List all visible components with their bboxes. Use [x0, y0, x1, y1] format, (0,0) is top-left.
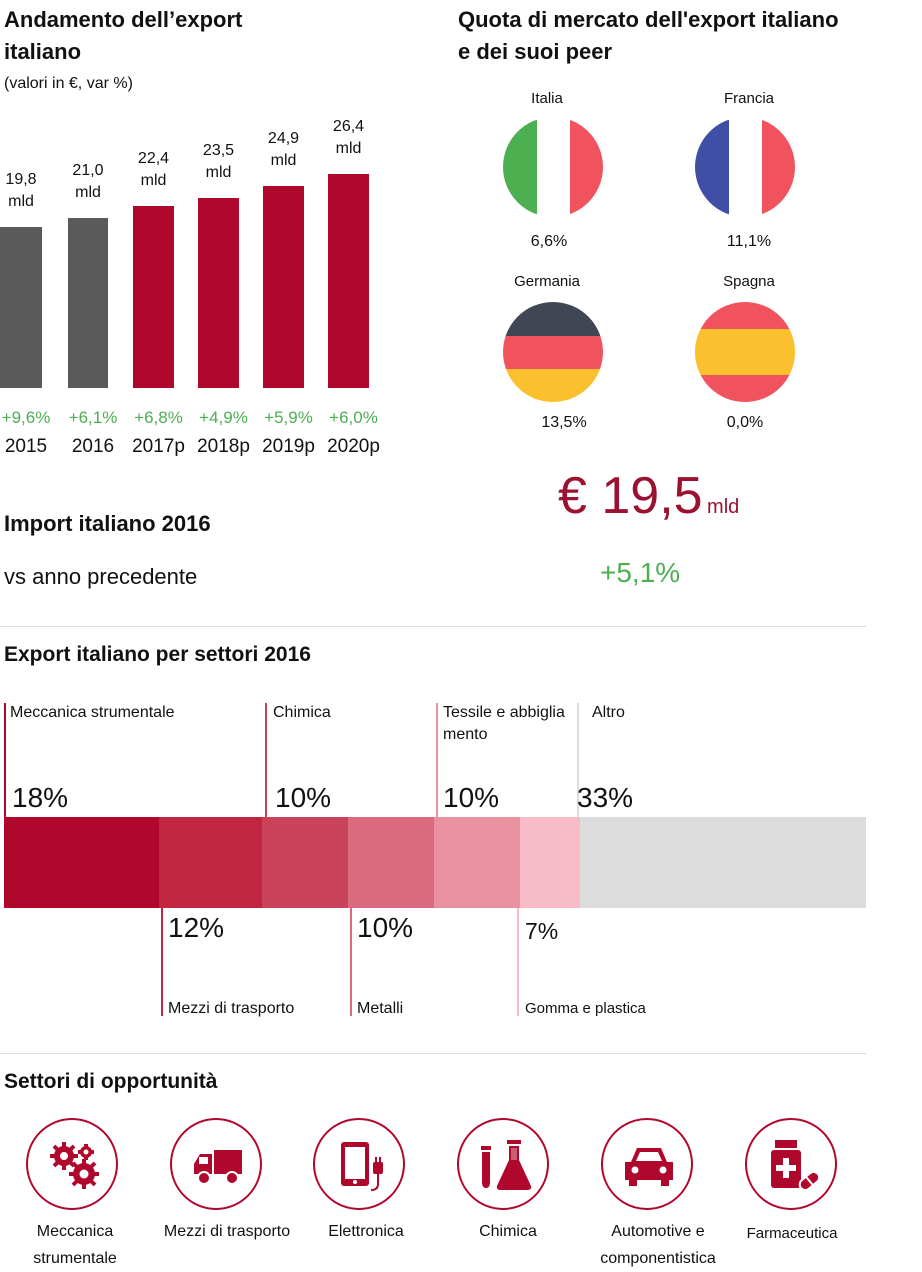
export-growth-label: +4,9%: [199, 408, 248, 427]
export-value-label: 22,4 mld: [137, 150, 170, 189]
sector-pct-metalli: 10%: [357, 912, 414, 943]
sector-segment: [580, 817, 866, 908]
opportunity-elettronica: [313, 1118, 405, 1210]
sector-leader-line: [4, 703, 6, 817]
import-vs-label: vs anno precedente: [4, 564, 198, 589]
export-year-label: 2016: [71, 436, 115, 457]
germany-flag-icon: [503, 302, 603, 402]
sector-pct-meccanica: 18%: [12, 782, 69, 813]
sector-label-altro: Altro: [592, 704, 625, 721]
sector-leader-line: [350, 908, 352, 1016]
flask-icon: [481, 1140, 532, 1190]
export-bar-2016: [68, 218, 108, 388]
country-label-spagna: Spagna: [723, 273, 775, 290]
italy-flag-icon: [503, 117, 603, 217]
divider: [0, 1053, 866, 1054]
sector-label-metalli: Metalli: [357, 1000, 404, 1017]
sector-pct-tessile: 10%: [443, 782, 500, 813]
country-label-francia: Francia: [723, 90, 775, 107]
opportunity-chimica: [457, 1118, 549, 1210]
export-growth-label: +6,1%: [68, 408, 118, 427]
share-value-francia: 11,1%: [726, 233, 772, 250]
sector-leader-line: [517, 908, 519, 1016]
country-label-italia: Italia: [531, 90, 563, 107]
sector-label-mezzi: Mezzi di trasporto: [168, 1000, 295, 1017]
import-change: +5,1%: [600, 557, 681, 588]
opportunities-title: Settori di opportunità: [4, 1070, 218, 1093]
opportunity-label-chimica: Chimica: [479, 1223, 537, 1240]
market-share-title: Quota di mercato dell'export italiano e …: [458, 7, 839, 64]
gears-icon: [50, 1142, 99, 1189]
export-subtitle: (valori in €, var %): [4, 75, 133, 92]
opportunity-label-farmaceutica: Farmaceutica: [746, 1225, 838, 1242]
opportunity-meccanica: [26, 1118, 118, 1210]
sector-leader-line: [265, 703, 267, 817]
export-value-label: 19,8 mld: [5, 171, 37, 210]
sector-leader-line: [577, 703, 579, 817]
opportunity-label-automotive: Automotive e componentistica: [600, 1223, 716, 1267]
export-value-label: 23,5 mld: [202, 142, 235, 181]
export-value-label: 21,0 mld: [72, 162, 104, 201]
opportunity-farmaceutica: [745, 1118, 837, 1210]
medicine-icon: [771, 1140, 821, 1192]
opportunity-label-mezzi: Mezzi di trasporto: [163, 1223, 291, 1240]
sector-segment: [348, 817, 434, 908]
import-value: € 19,5 mld: [558, 467, 740, 525]
export-value-label: 24,9 mld: [267, 130, 300, 169]
sector-segment: [520, 817, 580, 908]
sector-segment: [262, 817, 348, 908]
export-bar-2015: [0, 227, 42, 388]
export-year-label: 2018p: [197, 436, 250, 457]
opportunity-label-meccanica: Meccanica strumentale: [33, 1223, 117, 1267]
share-value-germania: 13,5%: [541, 414, 587, 431]
export-growth-label: +6,8%: [134, 408, 183, 427]
export-title: Andamento dell’export italiano: [4, 7, 243, 64]
spain-flag-icon: [695, 302, 795, 402]
sector-pct-altro: 33%: [577, 782, 634, 813]
france-flag-icon: [695, 117, 795, 217]
sector-segment: [434, 817, 520, 908]
export-year-label: 2017p: [132, 436, 185, 457]
export-year-label: 2020p: [327, 436, 380, 457]
sector-pct-mezzi: 12%: [168, 912, 225, 943]
export-growth-label: +6,0%: [329, 408, 378, 427]
share-value-spagna: 0,0%: [726, 414, 764, 431]
export-bar-2017p: [133, 206, 174, 388]
sector-segment: [4, 817, 159, 908]
export-bar-2020p: [328, 174, 369, 388]
export-growth-label: +9,6%: [1, 408, 51, 427]
sectors-title: Export italiano per settori 2016: [4, 643, 311, 666]
sector-leader-line: [436, 703, 438, 817]
sector-label-gomma: Gomma e plastica: [525, 1000, 646, 1017]
export-bar-2019p: [263, 186, 304, 388]
sector-segment: [159, 817, 262, 908]
opportunity-mezzi: [170, 1118, 262, 1210]
sector-label-meccanica: Meccanica strumentale: [10, 704, 175, 721]
export-year-label: 2015: [4, 436, 48, 457]
sector-leader-line: [161, 908, 163, 1016]
car-icon: [625, 1148, 673, 1186]
export-year-label: 2019p: [262, 436, 315, 457]
tablet-plug-icon: [341, 1142, 383, 1191]
export-value-label: 26,4 mld: [332, 118, 365, 157]
divider: [0, 626, 866, 627]
import-title: Import italiano 2016: [4, 511, 211, 536]
sector-label-tessile: Tessile e abbiglia mento: [443, 704, 565, 743]
country-label-germania: Germania: [514, 273, 580, 290]
sector-pct-chimica: 10%: [275, 782, 332, 813]
opportunity-automotive: [601, 1118, 693, 1210]
export-growth-label: +5,9%: [264, 408, 313, 427]
opportunity-label-elettronica: Elettronica: [328, 1223, 404, 1240]
sector-pct-gomma: 7%: [525, 918, 559, 944]
sector-label-chimica: Chimica: [273, 704, 331, 721]
export-bar-2018p: [198, 198, 239, 388]
truck-icon: [194, 1150, 242, 1185]
share-value-italia: 6,6%: [530, 233, 568, 250]
